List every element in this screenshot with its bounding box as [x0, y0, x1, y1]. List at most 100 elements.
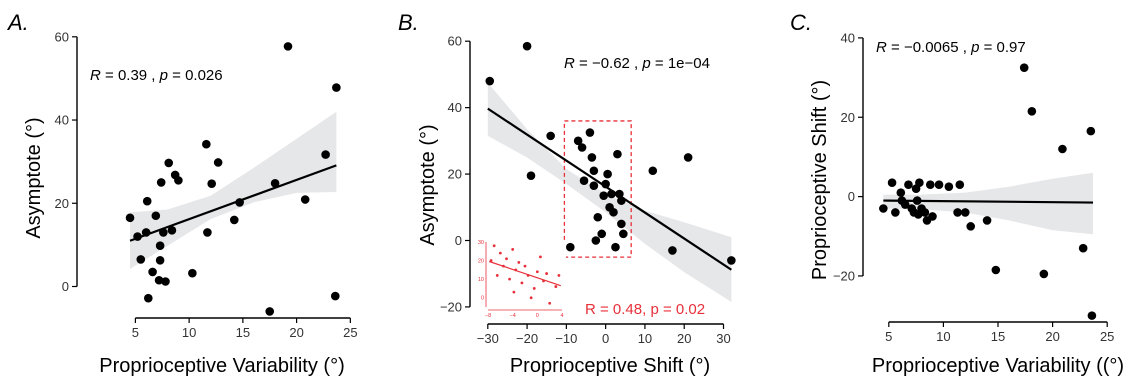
- data-point: [161, 277, 170, 286]
- data-point: [213, 158, 223, 167]
- data-point: [1019, 63, 1029, 72]
- y-tick-label: 60: [55, 29, 69, 44]
- data-point: [587, 153, 597, 162]
- confidence-band: [883, 172, 1093, 235]
- stat-annotation: R = 0.39 , p = 0.026: [90, 67, 223, 84]
- data-point: [229, 215, 239, 225]
- y-axis-title: Asymptote (°): [23, 117, 45, 238]
- data-point: [188, 268, 197, 278]
- y-tick-label: 0: [848, 189, 855, 204]
- inset-data-point: [489, 259, 493, 262]
- data-point: [155, 241, 165, 251]
- data-point: [283, 42, 293, 51]
- x-tick-label: 0: [602, 331, 609, 346]
- data-point: [207, 179, 217, 189]
- data-point: [891, 208, 900, 217]
- data-point: [593, 212, 603, 222]
- inset-data-point: [526, 274, 530, 277]
- data-point: [599, 191, 608, 200]
- panel-label: C.: [790, 10, 812, 35]
- inset-regression-line: [489, 260, 561, 287]
- data-point: [607, 189, 616, 199]
- data-point: [330, 291, 340, 301]
- data-point: [960, 208, 970, 217]
- inset-data-point: [508, 277, 511, 281]
- x-tick-label: 25: [1100, 329, 1114, 344]
- data-point: [966, 222, 975, 231]
- data-point: [1027, 106, 1037, 116]
- stat-annotation: R = −0.0065 , p = 0.97: [876, 39, 1026, 56]
- data-point: [648, 166, 658, 176]
- data-point: [683, 153, 693, 162]
- data-point: [159, 228, 168, 237]
- data-point: [915, 178, 924, 188]
- data-point: [597, 229, 607, 239]
- panel-label: B.: [398, 10, 419, 35]
- x-tick-label: 20: [289, 325, 303, 340]
- y-tick-label: 0: [455, 233, 462, 248]
- x-tick-label: 30: [716, 331, 730, 346]
- y-tick-label: 40: [841, 30, 855, 45]
- panel-2: B.−30 −20 −10 0 10 20 30−200204060Propriocepti…: [398, 10, 736, 377]
- data-point: [546, 131, 555, 141]
- data-point: [203, 228, 212, 237]
- data-point: [167, 226, 177, 235]
- inset-data-point: [502, 264, 505, 268]
- x-tick-label: 10: [182, 325, 196, 340]
- r-label: R: [876, 39, 887, 56]
- inset-data-point: [498, 251, 502, 255]
- x-tick-label: −20: [516, 331, 538, 346]
- inset-data-point: [517, 261, 521, 264]
- data-point: [300, 195, 310, 204]
- data-point: [485, 76, 495, 86]
- inset-y-tick-label: 20: [478, 259, 484, 265]
- stat-annotation: R = −0.62 , p = 1e−04: [564, 55, 710, 72]
- x-tick-label: 20: [677, 331, 691, 346]
- inset-data-point: [495, 274, 499, 277]
- data-point: [154, 275, 164, 285]
- panel-1: A. 5 10 15 20 25 0 20 40 60 Proprioceptive Variabi…: [6, 10, 358, 377]
- r-value: = −0.0065 ,: [887, 39, 971, 56]
- inset-data-point: [542, 279, 545, 283]
- y-tick-label: 60: [448, 34, 462, 49]
- inset-stat-annotation: R = 0.48, p = 0.02: [585, 301, 705, 318]
- regression-line: [129, 164, 337, 242]
- inset-data-point: [529, 296, 533, 300]
- data-point: [321, 150, 330, 159]
- data-point: [1086, 126, 1096, 136]
- data-point: [155, 255, 165, 265]
- x-tick-label: 5: [132, 325, 139, 340]
- data-point: [125, 213, 135, 223]
- inset-y-tick-label: 10: [478, 277, 484, 283]
- y-tick-label: 40: [55, 113, 69, 128]
- x-axis-title: Proprioceptive Variability (°): [99, 355, 345, 377]
- inset-x-tick-label: 4: [560, 313, 563, 319]
- y-tick-label: 40: [448, 100, 462, 115]
- inset-data-point: [492, 244, 496, 248]
- x-axis-title: Proprioceptive Shift (°): [510, 355, 710, 377]
- inset-data-point: [539, 255, 542, 259]
- data-point: [934, 180, 944, 189]
- data-point: [1087, 311, 1097, 320]
- data-point: [591, 236, 601, 245]
- inset-data-point: [532, 287, 536, 290]
- p-value: = 1e−04: [651, 55, 710, 72]
- inset-data-point: [514, 268, 518, 272]
- inset-data-point: [545, 272, 548, 275]
- data-point: [235, 198, 244, 207]
- inset-data-point: [548, 301, 552, 305]
- data-point: [142, 196, 152, 206]
- inset-chart: 0 10 20 30 −8 −4 0 4: [478, 240, 566, 319]
- data-point: [953, 208, 962, 217]
- inset-data-point: [512, 290, 516, 294]
- data-point: [611, 242, 620, 252]
- data-point: [982, 216, 992, 225]
- inset-data-point: [554, 285, 558, 288]
- inset-data-point: [523, 264, 527, 268]
- data-point: [920, 208, 930, 217]
- data-point: [617, 196, 626, 205]
- data-point: [332, 83, 341, 92]
- y-tick-label: 20: [841, 110, 855, 125]
- data-point: [925, 180, 935, 189]
- data-point: [565, 242, 575, 252]
